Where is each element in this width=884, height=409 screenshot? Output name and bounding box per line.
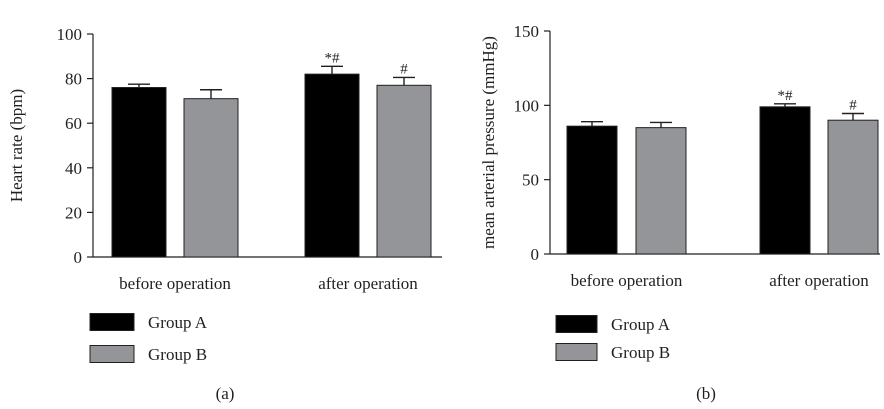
y-tick-label: 50 (522, 171, 539, 190)
legend-swatch (555, 315, 598, 333)
legend-label: Group B (148, 345, 207, 364)
significance-label: *# (325, 50, 341, 66)
bar (304, 73, 360, 258)
legend-label: Group B (611, 343, 670, 362)
bar (635, 127, 687, 255)
y-tick-label: 150 (514, 22, 540, 41)
bar (759, 106, 811, 255)
significance-label: # (849, 98, 857, 114)
x-category-label: before operation (571, 271, 683, 290)
legend: Group A Group B (89, 313, 208, 364)
bar (111, 87, 167, 258)
chart-panel-b: 0 50 100 150 mean arterial pressure (mmHg) be… (479, 22, 880, 403)
legend-swatch (89, 345, 135, 363)
y-tick-label: 0 (74, 248, 83, 267)
significance-label: *# (778, 88, 794, 104)
x-category-label: after operation (769, 271, 869, 290)
chart-panel-a: 0 20 40 60 80 100 Heart rate (bpm) before opera… (7, 25, 442, 403)
legend-swatch (555, 343, 598, 361)
y-tick-label: 20 (65, 203, 82, 222)
panel-label: (a) (216, 384, 235, 403)
bar (376, 84, 432, 258)
legend-swatch (89, 313, 135, 331)
panel-label: (b) (696, 384, 716, 403)
x-category-label: before operation (119, 274, 231, 293)
y-tick-label: 100 (57, 25, 83, 44)
y-axis-title: Heart rate (bpm) (7, 89, 26, 202)
bar (566, 125, 618, 255)
y-tick-label: 0 (531, 245, 540, 264)
y-tick-label: 80 (65, 70, 82, 89)
legend: Group A Group B (555, 315, 671, 362)
bar (183, 98, 239, 258)
y-axis-title: mean arterial pressure (mmHg) (479, 36, 498, 249)
x-category-label: after operation (318, 274, 418, 293)
legend-label: Group A (611, 315, 671, 334)
bar (827, 119, 879, 255)
y-tick-label: 100 (514, 96, 540, 115)
significance-label: # (400, 61, 408, 77)
legend-label: Group A (148, 313, 208, 332)
y-tick-label: 40 (65, 159, 82, 178)
y-tick-label: 60 (65, 114, 82, 133)
